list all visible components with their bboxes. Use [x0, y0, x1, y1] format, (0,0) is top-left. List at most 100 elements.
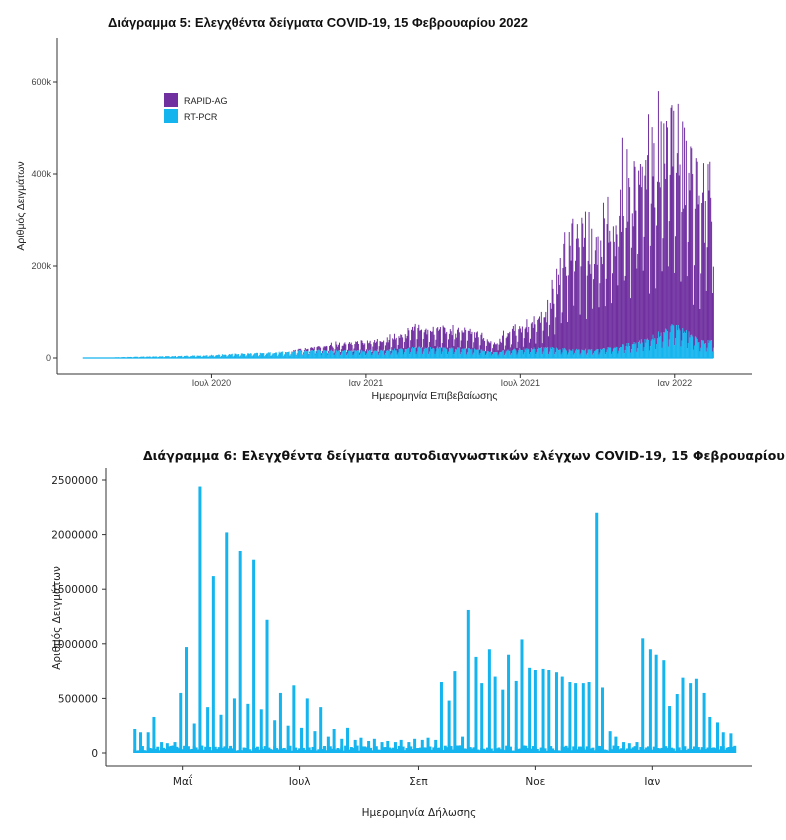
bar-spike	[675, 694, 679, 753]
bar-daily	[495, 748, 499, 753]
bar-daily	[597, 745, 601, 753]
bar-daily	[687, 748, 691, 753]
bar-daily	[714, 748, 718, 753]
chart-6-title: Διάγραμμα 6: Ελεγχθέντα δείγματα αυτοδια…	[143, 448, 786, 463]
bar-daily	[351, 748, 355, 753]
bar-daily	[539, 747, 543, 753]
bar-daily	[562, 746, 566, 753]
bar-spike	[654, 654, 658, 753]
bar-daily	[190, 748, 194, 753]
bar-daily	[589, 748, 593, 753]
bar-daily	[478, 750, 482, 753]
y-tick-label: 2000000	[51, 530, 98, 542]
bar-daily	[430, 749, 434, 753]
bar-daily	[484, 749, 488, 753]
bar-daily	[405, 748, 409, 753]
bar-spike	[595, 512, 599, 753]
bar-daily	[438, 747, 442, 753]
x-tick-label: Νοε	[525, 776, 545, 788]
bar-spike	[313, 731, 317, 753]
bar-daily	[307, 747, 311, 753]
bar-daily	[524, 745, 528, 753]
bar-daily	[585, 746, 589, 753]
bar-daily	[236, 750, 240, 753]
bar-spike	[662, 660, 666, 753]
bar-daily	[629, 748, 633, 753]
bar-daily	[727, 747, 731, 753]
bar-spike	[708, 716, 712, 753]
bar-spike	[729, 733, 733, 753]
bar-daily	[204, 746, 208, 753]
bar-daily	[150, 748, 154, 753]
bar-daily	[449, 746, 453, 753]
bar-spike	[152, 716, 156, 753]
bar-daily	[669, 747, 673, 753]
bar-spike	[139, 732, 143, 753]
bar-daily	[208, 746, 212, 753]
x-tick-label: Ιουλ 2021	[501, 378, 540, 388]
bar-daily	[424, 747, 428, 753]
bar-daily	[261, 748, 265, 753]
bar-daily	[577, 746, 581, 753]
bar-spike	[721, 732, 725, 753]
bar-daily	[593, 750, 597, 753]
bar-daily	[639, 747, 643, 753]
bar-daily	[553, 750, 557, 753]
bar-spike	[372, 738, 376, 753]
bar-daily	[357, 750, 361, 753]
bar-daily	[436, 747, 440, 753]
y-axis-label: Αριθμός Δειγμάτων	[51, 566, 63, 670]
y-tick-label: 1000000	[51, 639, 98, 651]
bar-daily	[142, 750, 146, 753]
bar-daily	[530, 748, 534, 753]
bar-daily	[422, 747, 426, 753]
bar-daily	[637, 749, 641, 753]
bar-daily	[671, 748, 675, 753]
bar-daily	[646, 746, 650, 753]
bar-daily	[229, 745, 233, 753]
bar-daily	[537, 750, 541, 753]
x-tick-label: Μαΐ	[173, 774, 193, 788]
bar-spike	[198, 486, 202, 753]
y-tick-label: 500000	[58, 693, 98, 705]
bar-daily	[620, 748, 624, 753]
bar-daily	[277, 749, 281, 753]
bar-daily	[451, 749, 455, 753]
bar-daily	[315, 750, 319, 753]
bar-daily	[411, 749, 415, 753]
bar-daily	[604, 749, 608, 753]
bar-spike	[641, 638, 645, 753]
bar-daily	[392, 747, 396, 753]
bar-daily	[255, 746, 259, 753]
bar-daily	[234, 750, 238, 753]
bar-daily	[650, 749, 654, 753]
bar-spike	[581, 683, 585, 753]
x-tick-label: Ιαν 2021	[349, 378, 384, 388]
legend-label-rt-pcr: RT-PCR	[184, 112, 218, 122]
bar-daily	[267, 747, 271, 753]
y-axis-label: Αριθμός Δειγμάτων	[15, 161, 27, 250]
x-axis-label: Ημερομηνία Επιβεβαίωσης	[372, 390, 498, 402]
bar-spike	[426, 737, 430, 753]
bar-spike	[668, 706, 672, 753]
bar-daily	[457, 745, 461, 753]
bar-daily	[324, 750, 328, 753]
bar-daily	[336, 747, 340, 753]
bar-daily	[633, 746, 637, 753]
bar-daily	[470, 748, 474, 753]
bar-spike	[165, 743, 169, 753]
bar-spike	[487, 649, 491, 753]
bar-spike	[238, 550, 242, 753]
bar-daily	[248, 749, 252, 753]
bar-daily	[570, 750, 574, 753]
bar-daily	[355, 745, 359, 753]
bar-daily	[685, 750, 689, 753]
y-tick-label: 600k	[31, 77, 51, 87]
bar-spike	[353, 739, 357, 753]
bar-daily	[660, 747, 664, 753]
bar-spike	[533, 670, 537, 753]
bar-daily	[733, 745, 737, 753]
bar-daily	[309, 749, 313, 753]
bar-daily	[344, 745, 348, 753]
bar-daily	[347, 749, 351, 753]
